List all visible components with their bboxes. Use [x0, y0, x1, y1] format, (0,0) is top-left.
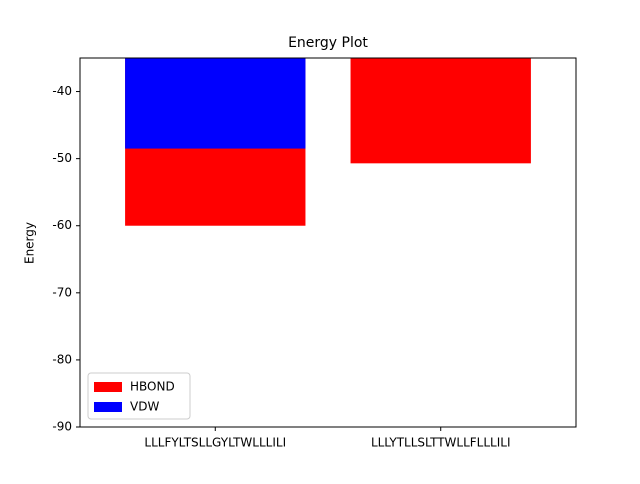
legend-swatch: [94, 402, 122, 412]
plot-area: [125, 58, 531, 226]
x-tick-label: LLLFYLTSLLGYLTWLLLILI: [144, 436, 286, 450]
y-tick-label: -70: [52, 285, 72, 299]
y-tick-label: -90: [52, 420, 72, 434]
bar: [125, 58, 306, 149]
y-tick-label: -80: [52, 352, 72, 366]
axes-frame: [79, 57, 577, 428]
legend-label: HBOND: [130, 380, 175, 394]
bar: [350, 58, 531, 164]
y-tick-label: -60: [52, 218, 72, 232]
legend-label: VDW: [130, 400, 159, 414]
y-tick-label: -50: [52, 151, 72, 165]
y-axis-label: Energy: [23, 222, 37, 264]
y-tick-label: -40: [52, 84, 72, 98]
x-tick-label: LLLYTLLSLTTWLLFLLLILI: [371, 436, 511, 450]
chart-title: Energy Plot: [288, 35, 368, 51]
legend-swatch: [94, 382, 122, 392]
